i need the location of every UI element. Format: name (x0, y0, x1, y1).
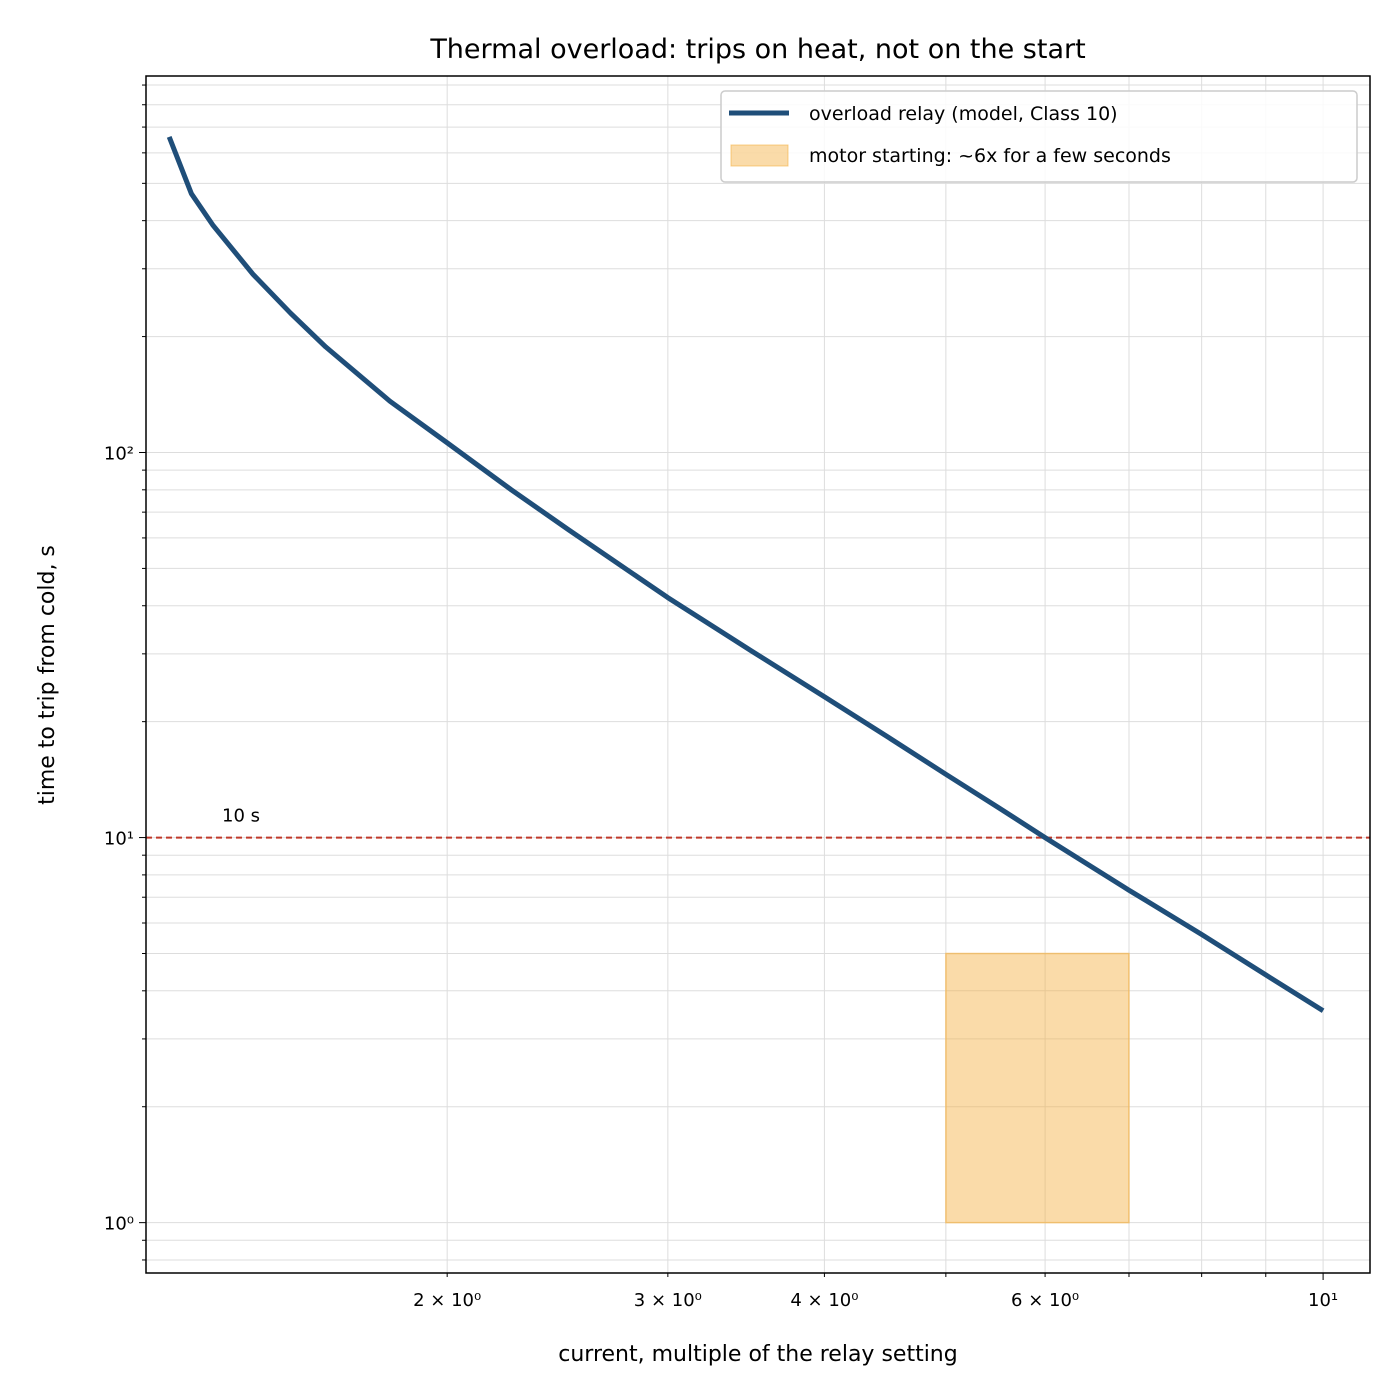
y-axis-label: time to trip from cold, s (35, 545, 60, 805)
plot-frame (145, 75, 1371, 1274)
y-tick-label: 10⁰ (104, 1214, 134, 1235)
legend-label-series: overload relay (model, Class 10) (809, 103, 1118, 125)
motor-starting-band (945, 952, 1130, 1224)
bands-layer (945, 952, 1130, 1224)
grid-lines (146, 76, 1370, 1273)
y-tick-label: 10² (104, 443, 134, 464)
reference-line-label: 10 s (222, 806, 260, 827)
series-layer (166, 135, 1325, 1013)
legend-label-band: motor starting: ~6x for a few seconds (809, 145, 1171, 167)
chart-title: Thermal overload: trips on heat, not on … (429, 34, 1085, 65)
x-axis-label: current, multiple of the relay setting (558, 1342, 957, 1367)
legend-box (720, 90, 1358, 183)
legend-swatch-band (730, 144, 789, 167)
reference-lines-layer: 10 s (146, 806, 1370, 839)
x-tick-label: 3 × 10⁰ (634, 1290, 702, 1311)
x-tick-label: 4 × 10⁰ (790, 1290, 858, 1311)
x-tick-label: 10¹ (1308, 1290, 1338, 1311)
y-tick-label: 10¹ (104, 829, 134, 850)
x-tick-label: 2 × 10⁰ (413, 1290, 481, 1311)
legend: overload relay (model, Class 10) motor st… (720, 90, 1358, 183)
x-tick-label: 6 × 10⁰ (1011, 1290, 1079, 1311)
axis-ticks: 2 × 10⁰ 3 × 10⁰ 4 × 10⁰ 6 × 10⁰ 10¹ 10⁰ 10¹ 10² (104, 84, 1338, 1311)
series-line-overload-relay (166, 135, 1325, 1013)
